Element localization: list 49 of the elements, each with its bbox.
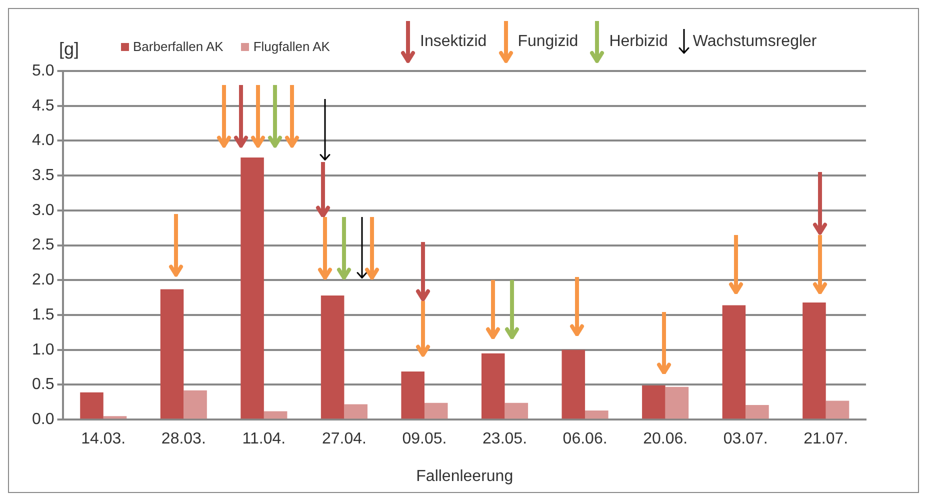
bar bbox=[184, 390, 207, 419]
x-tick-label: 21.07. bbox=[804, 430, 848, 448]
bar bbox=[642, 385, 666, 419]
x-tick-label: 23.05. bbox=[482, 430, 527, 448]
x-tick-label: 20.06. bbox=[643, 430, 688, 448]
x-tick-label: 14.03. bbox=[81, 430, 126, 448]
y-tick-label: 4.5 bbox=[32, 97, 54, 114]
bar bbox=[103, 416, 127, 419]
bar bbox=[481, 353, 505, 419]
bar bbox=[80, 392, 104, 419]
bar bbox=[264, 411, 288, 419]
y-tick-label: 1.0 bbox=[32, 341, 54, 358]
bar bbox=[826, 400, 850, 419]
y-tick-label: 1.5 bbox=[32, 306, 54, 324]
y-tick-label: 0.5 bbox=[32, 376, 54, 394]
bar bbox=[424, 402, 448, 419]
legend-label: Flugfallen AK bbox=[252, 39, 330, 54]
y-tick-label: 3.5 bbox=[32, 166, 54, 184]
y-axis-title: [g] bbox=[59, 39, 80, 60]
y-tick-label: 2.0 bbox=[32, 272, 54, 289]
bar bbox=[562, 350, 586, 419]
bar bbox=[401, 371, 424, 419]
text: Fungizid bbox=[518, 33, 578, 51]
x-tick-label: 27.04. bbox=[322, 430, 366, 448]
x-tick-label: 28.03. bbox=[161, 430, 206, 448]
bar bbox=[160, 289, 184, 419]
y-tick-label: 2.5 bbox=[32, 236, 54, 254]
bar bbox=[665, 386, 689, 419]
bar bbox=[585, 410, 608, 419]
legend-label: Barberfallen AK bbox=[132, 39, 224, 54]
bar bbox=[344, 404, 368, 419]
x-axis-title: Fallenleerung bbox=[416, 468, 514, 485]
y-tick-label: 3.0 bbox=[32, 202, 54, 219]
x-tick-label: 06.06. bbox=[562, 430, 608, 448]
bar bbox=[722, 305, 746, 419]
bar bbox=[746, 404, 769, 419]
text: Wachstumsregler bbox=[692, 33, 817, 51]
x-tick-label: 09.05. bbox=[402, 430, 447, 448]
y-tick-label: 5.0 bbox=[32, 62, 54, 80]
bar bbox=[240, 157, 264, 419]
y-tick-label: 0.0 bbox=[32, 411, 54, 428]
text: Herbizid bbox=[609, 33, 668, 51]
x-tick-label: 11.04. bbox=[242, 430, 286, 448]
bar bbox=[320, 296, 344, 419]
bar bbox=[504, 402, 528, 419]
x-tick-label: 03.07. bbox=[723, 430, 768, 448]
text: Insektizid bbox=[420, 33, 487, 51]
bar bbox=[802, 302, 826, 419]
y-tick-label: 4.0 bbox=[32, 132, 54, 150]
